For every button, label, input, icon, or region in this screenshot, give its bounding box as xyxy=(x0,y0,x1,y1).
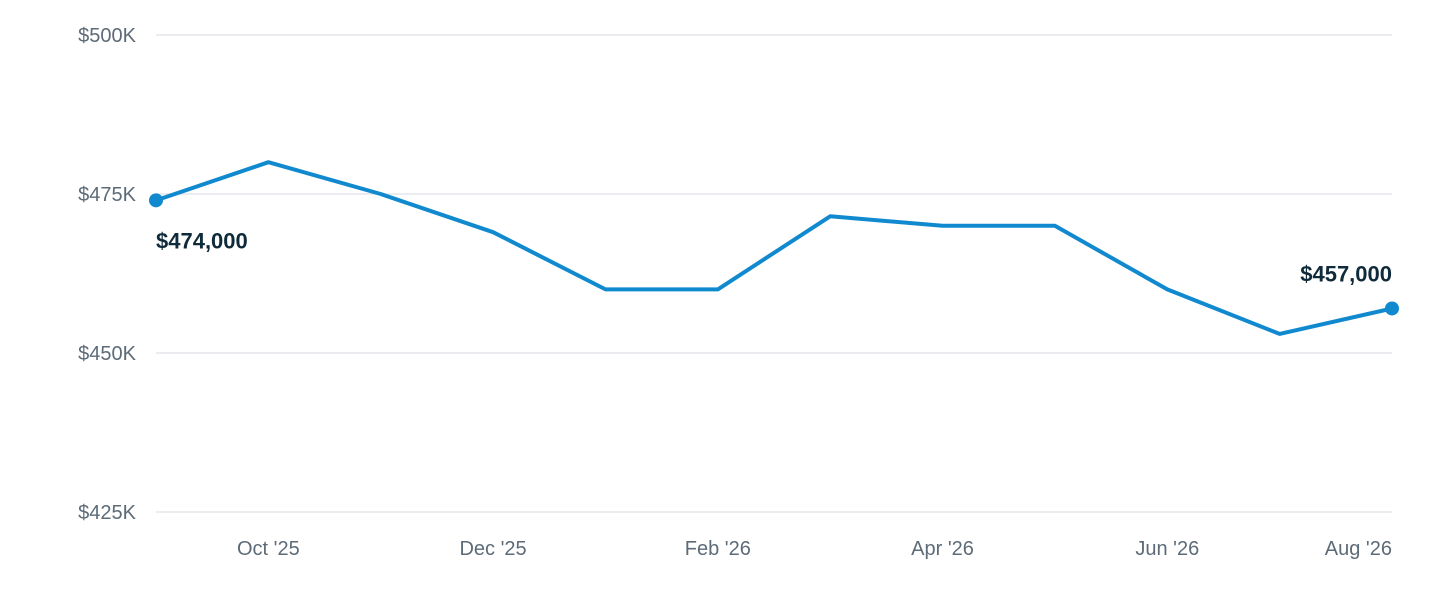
x-tick-label: Apr '26 xyxy=(911,538,974,560)
series-layer xyxy=(149,160,1399,336)
data-label: $457,000 xyxy=(1300,261,1392,286)
grid-layer xyxy=(156,34,1392,513)
series-line xyxy=(154,160,1394,336)
x-tick-label: Aug '26 xyxy=(1325,538,1392,560)
x-tick-label: Feb '26 xyxy=(685,538,751,560)
y-tick-label: $425K xyxy=(78,502,136,524)
data-label: $474,000 xyxy=(156,228,248,253)
y-axis: $425K $450K $475K $500K xyxy=(78,25,136,524)
y-tick-label: $475K xyxy=(78,184,136,206)
y-tick-label: $450K xyxy=(78,343,136,365)
x-axis: Oct '25 Dec '25 Feb '26 Apr '26 Jun '26 Aug '… xyxy=(237,538,1392,560)
x-tick-label: Jun '26 xyxy=(1135,538,1199,560)
y-tick-label: $500K xyxy=(78,25,136,47)
data-point-marker xyxy=(1385,301,1399,316)
data-labels: $474,000 $457,000 xyxy=(156,228,1392,286)
data-point-marker xyxy=(149,193,163,208)
x-tick-label: Dec '25 xyxy=(459,538,526,560)
x-tick-label: Oct '25 xyxy=(237,538,300,560)
